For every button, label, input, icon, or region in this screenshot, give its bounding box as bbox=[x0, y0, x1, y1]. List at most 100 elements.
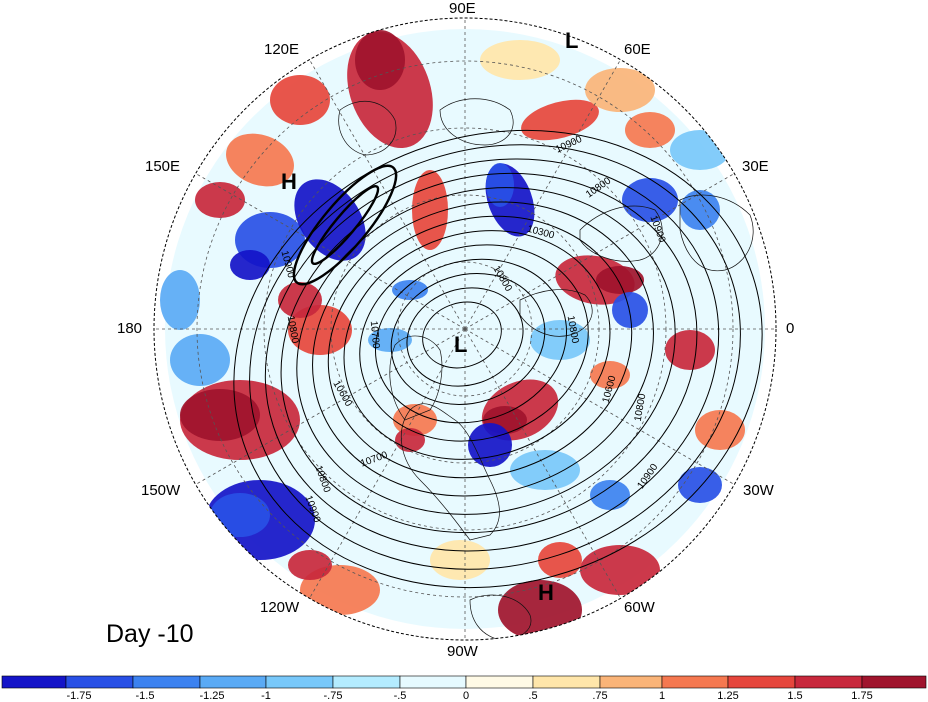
latitude-circle bbox=[196, 60, 734, 598]
anomaly-patch bbox=[590, 480, 630, 510]
anomaly-patch bbox=[665, 330, 715, 370]
colorbar-box bbox=[599, 675, 663, 689]
anomaly-patch bbox=[680, 190, 720, 230]
anomaly-patch bbox=[678, 467, 722, 503]
colorbar-tick: -.75 bbox=[323, 690, 343, 702]
colorbar-box bbox=[861, 675, 927, 689]
colorbar-box bbox=[332, 675, 401, 689]
anomaly-patch bbox=[392, 280, 428, 300]
anomaly-patch bbox=[395, 428, 425, 452]
meridian-line bbox=[464, 59, 621, 330]
colorbar-box bbox=[727, 675, 796, 689]
low-center-arctic: L bbox=[454, 332, 468, 357]
lon-label-90e: 90E bbox=[449, 0, 476, 17]
latitude-circle bbox=[397, 261, 533, 397]
latitude-circle bbox=[263, 127, 667, 531]
colorbar-box bbox=[661, 675, 729, 689]
height-contour bbox=[374, 258, 568, 424]
height-contour bbox=[422, 301, 502, 369]
contour-label: 10800 bbox=[633, 392, 649, 422]
anomaly-patch bbox=[278, 282, 322, 318]
anomaly-patch bbox=[510, 450, 580, 490]
map-boundary bbox=[153, 17, 777, 641]
anomaly-patch bbox=[226, 133, 294, 187]
anomaly-patch bbox=[695, 410, 745, 450]
contour-label: 10700 bbox=[368, 320, 381, 349]
ridge-contour bbox=[292, 164, 398, 286]
colorbar-tick: 0 bbox=[462, 690, 470, 702]
anomaly-patch bbox=[530, 320, 590, 360]
anomaly-patch bbox=[580, 545, 660, 595]
anomaly-patch bbox=[230, 250, 270, 280]
anomaly-patch bbox=[480, 40, 560, 80]
colorbar-tick: -.5 bbox=[393, 690, 407, 702]
anomaly-patch bbox=[270, 75, 330, 125]
colorbar-box bbox=[465, 675, 534, 689]
lon-label-60w: 60W bbox=[624, 599, 655, 616]
colorbar-tick: 1 bbox=[658, 690, 666, 702]
colorbar-tick: -1.5 bbox=[135, 690, 155, 702]
low-center-siberia: L bbox=[565, 28, 579, 53]
coastline bbox=[679, 194, 754, 272]
colorbar bbox=[1, 675, 927, 689]
contour-label: 10800 bbox=[285, 315, 301, 345]
coastlines bbox=[338, 98, 754, 640]
height-contour bbox=[264, 158, 720, 552]
anomaly-patch bbox=[170, 334, 230, 386]
lon-label-30w: 30W bbox=[743, 482, 774, 499]
meridian-line bbox=[464, 328, 621, 599]
height-contour bbox=[359, 244, 589, 442]
meridian-line bbox=[195, 173, 466, 330]
colorbar-box bbox=[132, 675, 201, 689]
colorbar-box bbox=[199, 675, 267, 689]
anomaly-patch bbox=[393, 404, 437, 436]
colorbar-tick: 1.5 bbox=[787, 690, 803, 702]
colorbar-tick: -1.25 bbox=[199, 690, 225, 702]
lon-label-120e: 120E bbox=[264, 41, 300, 58]
anomaly-patch bbox=[596, 266, 644, 294]
coastline bbox=[389, 335, 443, 421]
meridian-line bbox=[195, 328, 466, 485]
anomaly-patch bbox=[625, 112, 675, 148]
lon-label-60e: 60E bbox=[624, 41, 651, 58]
anomaly-patch bbox=[612, 292, 648, 328]
anomaly-patch bbox=[368, 328, 412, 352]
height-contour bbox=[406, 287, 524, 387]
colorbar-box bbox=[1, 675, 67, 689]
lon-label-150w: 150W bbox=[141, 482, 181, 499]
high-center-pacific: H bbox=[281, 169, 297, 194]
anomaly-patch bbox=[430, 540, 490, 580]
colorbar-tick: -1 bbox=[261, 690, 271, 702]
anomaly-patch bbox=[355, 30, 405, 90]
anomaly-patch bbox=[468, 423, 512, 467]
colorbar-box bbox=[65, 675, 134, 689]
anomaly-patch bbox=[288, 550, 332, 580]
lon-label-30e: 30E bbox=[742, 158, 769, 175]
coastline bbox=[469, 594, 532, 640]
colorbar-tick: .75 bbox=[592, 690, 608, 702]
colorbar-box bbox=[265, 675, 334, 689]
meridian-line bbox=[309, 59, 466, 330]
anomaly-patch bbox=[486, 163, 514, 207]
colorbar-box bbox=[532, 675, 601, 689]
anomaly-patch bbox=[195, 182, 245, 218]
coastline bbox=[338, 101, 397, 156]
contour-label: 10800 bbox=[565, 315, 581, 345]
colorbar-tick: .5 bbox=[528, 690, 538, 702]
anomaly-patch bbox=[210, 493, 270, 537]
coastline bbox=[439, 98, 514, 146]
lon-label-120w: 120W bbox=[260, 599, 300, 616]
latitude-circle bbox=[330, 194, 600, 464]
lon-label-90w: 90W bbox=[447, 643, 478, 660]
height-contour bbox=[327, 215, 633, 479]
anomaly-patch bbox=[585, 68, 655, 112]
anomaly-patch bbox=[590, 361, 630, 389]
colorbar-tick: 1.25 bbox=[717, 690, 739, 702]
lon-label-0: 0 bbox=[786, 320, 795, 337]
height-contour bbox=[233, 129, 763, 589]
height-contour bbox=[390, 273, 546, 405]
anomaly-patch bbox=[160, 270, 200, 330]
ridge-contour bbox=[310, 184, 380, 266]
